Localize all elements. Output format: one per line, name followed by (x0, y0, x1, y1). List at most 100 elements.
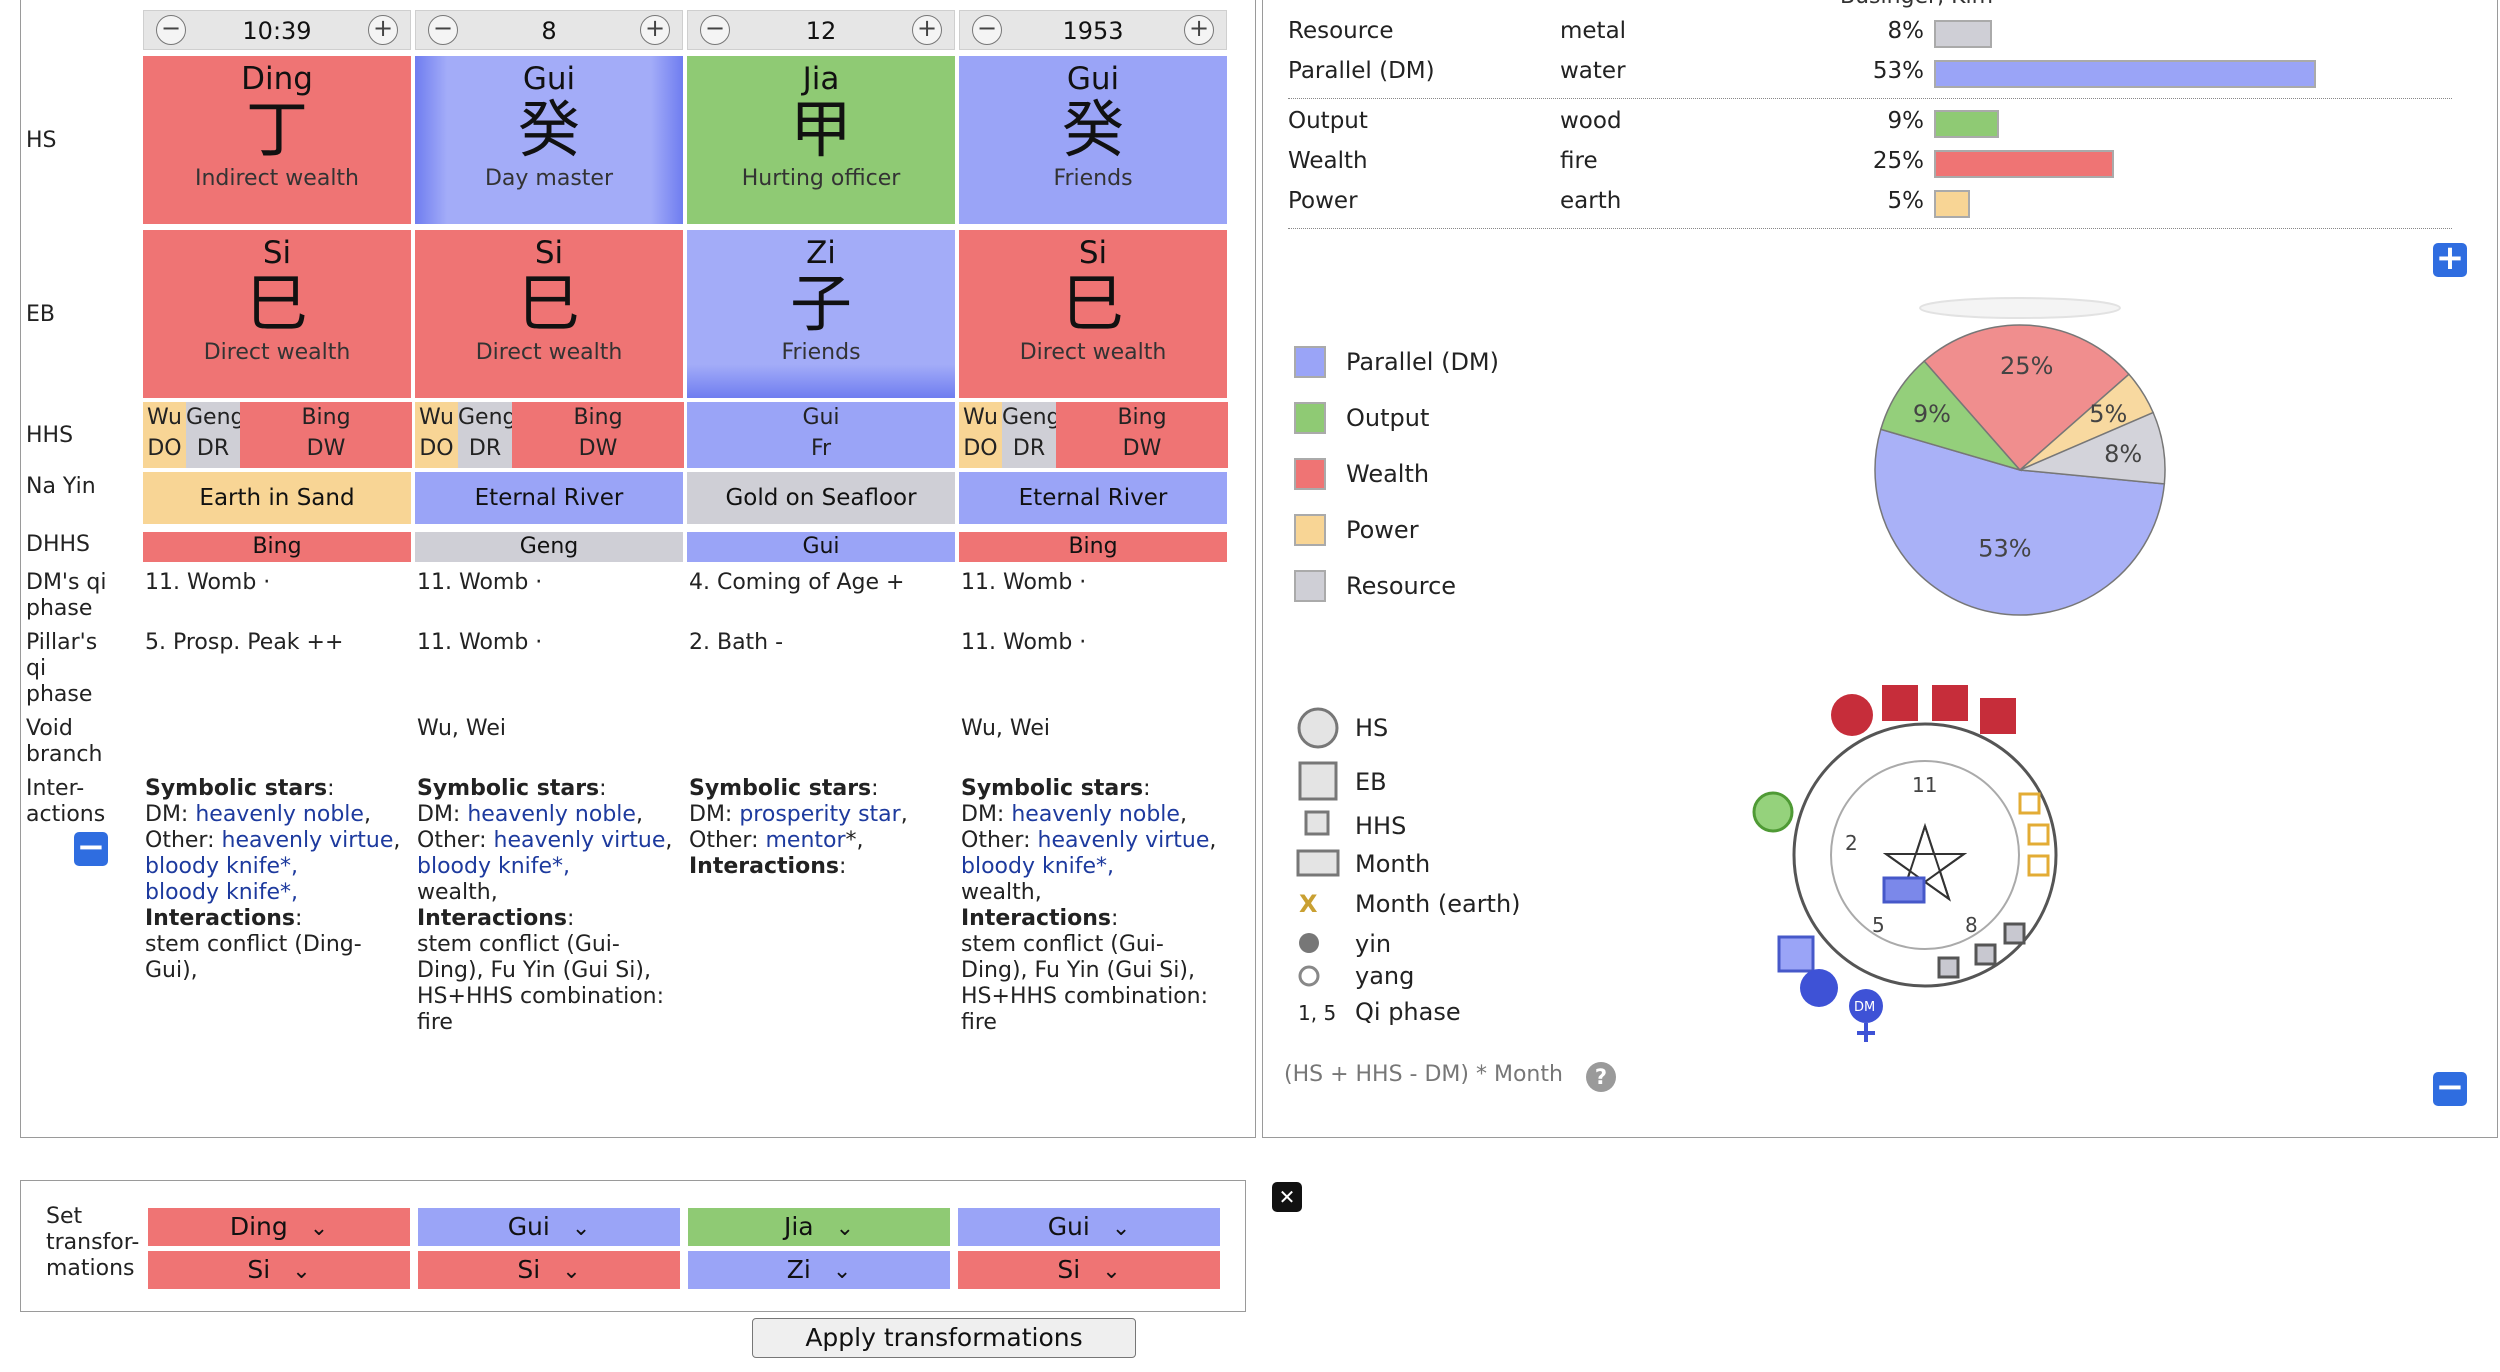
branch-transform-select[interactable]: Si ⌄ (958, 1251, 1220, 1289)
expand-button[interactable]: + (2433, 241, 2467, 277)
earthly-branch-cell[interactable]: Si 巳 Direct wealth (143, 230, 411, 398)
plus-icon[interactable]: + (912, 15, 942, 45)
pillar-qi-phase: 2. Bath - (689, 630, 784, 655)
hhs-metal-3 (1937, 956, 1960, 979)
month-rect-icon (1296, 849, 1340, 877)
plus-icon[interactable]: + (1184, 15, 1214, 45)
minus-icon[interactable]: − (428, 15, 458, 45)
hidden-stem-name: Bing (1117, 405, 1167, 430)
legend-label: Output (1346, 404, 1430, 432)
interactions-text: stem conflict (Gui-Ding), Fu Yin (Gui Si… (417, 932, 665, 1035)
branch-transform-select[interactable]: Si ⌄ (418, 1251, 680, 1289)
hidden-stem-cell[interactable]: Bing DW (240, 402, 412, 468)
stepper-value: 12 (805, 17, 837, 45)
other-star-link[interactable]: mentor (765, 828, 846, 853)
stepper-value: 1953 (1062, 17, 1124, 45)
select-value: Gui (1047, 1212, 1090, 1241)
hidden-stem-cell[interactable]: Geng DR (458, 402, 512, 468)
close-icon[interactable]: ✕ (1272, 1182, 1302, 1212)
pillar-qi-phase: 11. Womb · (961, 630, 1087, 655)
chevron-down-icon: ⌄ (835, 1216, 855, 1241)
strength-row-pct: 5% (1887, 188, 1925, 214)
minus-icon[interactable]: − (700, 15, 730, 45)
dm-label: DM: (961, 802, 1005, 827)
pillar-qi-phase: 11. Womb · (417, 630, 543, 655)
branch-character: 巳 (245, 267, 308, 340)
branch-transform-select[interactable]: Si ⌄ (148, 1251, 410, 1289)
hidden-stem-name: Geng (458, 405, 512, 430)
legend-label: Wealth (1346, 460, 1430, 488)
hs-marker-wealth (1831, 694, 1873, 736)
diagram-num-11: 11 (1912, 773, 1937, 797)
strength-bar (1934, 20, 1992, 48)
stem-transform-select[interactable]: Ding ⌄ (148, 1208, 410, 1246)
earthly-branch-cell[interactable]: Zi 子 Friends (687, 230, 955, 398)
dm-star-link[interactable]: prosperity star (739, 802, 901, 827)
earthly-branch-cell[interactable]: Si 巳 Direct wealth (415, 230, 683, 398)
hidden-stem-cell[interactable]: Geng DR (186, 402, 240, 468)
chevron-down-icon: ⌄ (562, 1259, 581, 1284)
legend-eb-label: EB (1355, 768, 1387, 796)
interactions-text: stem conflict (Ding-Gui), (145, 932, 362, 983)
strength-row-label: Parallel (DM) (1288, 58, 1435, 84)
dm-star-link[interactable]: heavenly noble (467, 802, 636, 827)
extra-star-link[interactable]: bloody knife*, (145, 854, 299, 879)
time-stepper[interactable]: − 12 + (687, 10, 955, 50)
hidden-stem-cell[interactable]: Wu DO (415, 402, 458, 468)
hidden-stem-name: Bing (573, 405, 623, 430)
eb-water-marker (1777, 935, 1815, 973)
heavenly-stem-cell[interactable]: Gui 癸 Friends (959, 56, 1227, 224)
strength-row-pct: 8% (1887, 18, 1925, 44)
dm-qi-phase: 11. Womb · (961, 570, 1087, 595)
select-value: Jia (783, 1212, 814, 1241)
dm-star-link[interactable]: heavenly noble (195, 802, 364, 827)
dm-star-link[interactable]: heavenly noble (1011, 802, 1180, 827)
other-star-link[interactable]: heavenly virtue (493, 828, 666, 853)
extra-star-link[interactable]: bloody knife*, (417, 854, 571, 879)
stem-role: Hurting officer (741, 166, 901, 191)
heavenly-stem-cell[interactable]: Gui 癸 Day master (415, 56, 683, 224)
plus-icon[interactable]: + (368, 15, 398, 45)
plus-icon[interactable]: + (640, 15, 670, 45)
stem-role: Friends (1053, 166, 1133, 191)
stem-transform-select[interactable]: Gui ⌄ (418, 1208, 680, 1246)
hidden-stem-cell[interactable]: Geng DR (1002, 402, 1056, 468)
minus-icon[interactable]: − (972, 15, 1002, 45)
hidden-stem-cell[interactable]: Bing DW (512, 402, 684, 468)
help-icon[interactable]: ? (1586, 1062, 1616, 1092)
heavenly-stem-cell[interactable]: Ding 丁 Indirect wealth (143, 56, 411, 224)
collapse-interactions-button[interactable]: − (74, 830, 108, 866)
hs-circle-icon (1297, 707, 1339, 749)
stem-transform-select[interactable]: Gui ⌄ (958, 1208, 1220, 1246)
extra-star-link[interactable]: bloody knife*, (961, 854, 1115, 879)
select-value: Si (1057, 1255, 1081, 1284)
earthly-branch-cell[interactable]: Si 巳 Direct wealth (959, 230, 1227, 398)
row-label-dm-qi: DM's qi phase (26, 570, 107, 621)
strength-row-label: Power (1288, 188, 1358, 214)
time-stepper[interactable]: − 8 + (415, 10, 683, 50)
heavenly-stem-cell[interactable]: Jia 甲 Hurting officer (687, 56, 955, 224)
qi-diagram: 11 2 5 8 DM (1752, 685, 2058, 1042)
branch-transform-select[interactable]: Zi ⌄ (688, 1251, 950, 1289)
hidden-stem-cell[interactable]: Wu DO (959, 402, 1002, 468)
pie-label: 8% (2104, 440, 2142, 468)
other-star-link[interactable]: heavenly virtue (221, 828, 394, 853)
time-stepper[interactable]: − 10:39 + (143, 10, 411, 50)
other-star-link[interactable]: heavenly virtue (1037, 828, 1210, 853)
hidden-stem-cell[interactable]: Bing DW (1056, 402, 1228, 468)
time-stepper[interactable]: − 1953 + (959, 10, 1227, 50)
collapse-diagram-button[interactable]: − (2433, 1070, 2467, 1106)
hidden-stem-cell[interactable]: Gui Fr (687, 402, 955, 468)
legend-hhs-label: HHS (1355, 812, 1407, 840)
stepper-value: 10:39 (242, 17, 312, 45)
hidden-stem-name: Bing (301, 405, 351, 430)
select-value: Si (247, 1255, 271, 1284)
branch-role: Direct wealth (203, 340, 351, 365)
table-divider-bottom (1288, 228, 2452, 229)
stem-name: Ding (241, 61, 313, 97)
minus-icon[interactable]: − (156, 15, 186, 45)
hidden-stem-cell[interactable]: Wu DO (143, 402, 186, 468)
stem-transform-select[interactable]: Jia ⌄ (688, 1208, 950, 1246)
apply-transformations-button[interactable]: Apply transformations (752, 1318, 1136, 1358)
legend-month-label: Month (1355, 850, 1431, 878)
